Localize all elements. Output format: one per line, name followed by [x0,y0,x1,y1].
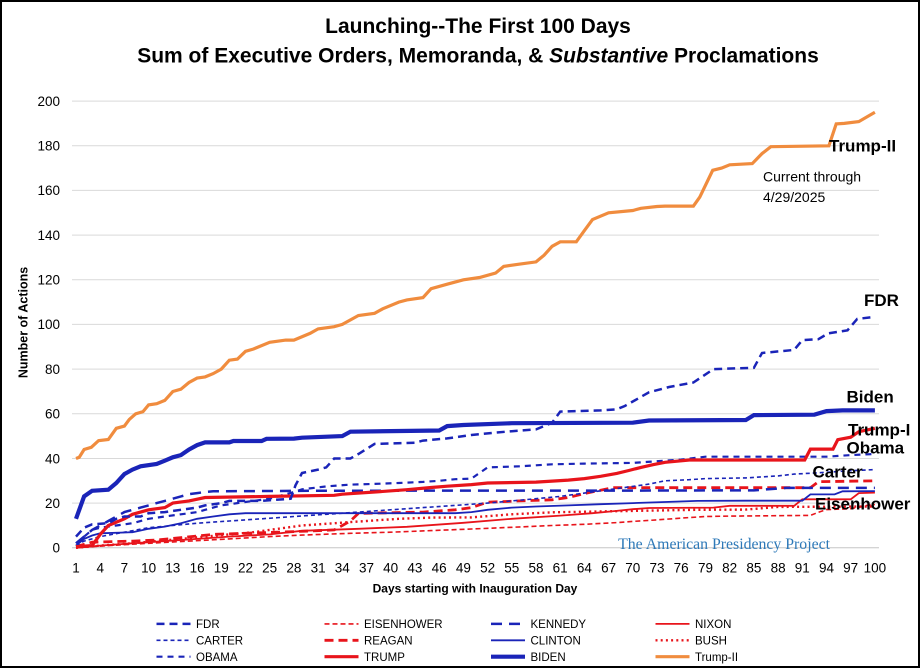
svg-text:82: 82 [722,561,737,576]
svg-text:Trump-II: Trump-II [695,652,738,664]
svg-text:22: 22 [238,561,253,576]
svg-text:73: 73 [649,561,664,576]
svg-text:Days starting with Inauguratio: Days starting with Inauguration Day [373,582,578,596]
svg-text:7: 7 [121,561,129,576]
svg-text:70: 70 [625,561,640,576]
svg-text:FDR: FDR [196,619,220,631]
svg-text:160: 160 [37,183,60,198]
svg-text:180: 180 [37,139,60,154]
svg-text:60: 60 [45,407,60,422]
svg-text:1: 1 [72,561,80,576]
svg-text:The American Presidency Projec: The American Presidency Project [618,536,830,553]
svg-text:76: 76 [674,561,689,576]
svg-text:13: 13 [165,561,180,576]
svg-text:Current through: Current through [763,169,861,185]
svg-text:KENNEDY: KENNEDY [531,619,587,631]
svg-text:28: 28 [286,561,301,576]
svg-text:67: 67 [601,561,616,576]
svg-text:19: 19 [214,561,229,576]
svg-text:Obama: Obama [847,439,905,458]
svg-text:49: 49 [456,561,471,576]
svg-text:CLINTON: CLINTON [531,636,581,648]
svg-text:BUSH: BUSH [695,636,727,648]
svg-text:Number of Actions: Number of Actions [17,267,31,378]
svg-text:43: 43 [407,561,422,576]
svg-text:52: 52 [480,561,495,576]
svg-text:25: 25 [262,561,277,576]
svg-text:40: 40 [45,451,60,466]
svg-text:Launching--The First 100 Days: Launching--The First 100 Days [325,15,631,38]
svg-text:37: 37 [359,561,374,576]
svg-text:Biden: Biden [847,388,894,407]
svg-text:EISENHOWER: EISENHOWER [364,619,443,631]
svg-text:58: 58 [528,561,543,576]
svg-text:CARTER: CARTER [196,636,243,648]
svg-text:10: 10 [141,561,156,576]
svg-text:100: 100 [37,317,60,332]
svg-text:Sum of Executive Orders, Memor: Sum of Executive Orders, Memoranda, & Su… [137,45,819,68]
svg-text:46: 46 [432,561,447,576]
svg-text:64: 64 [577,561,593,576]
svg-text:40: 40 [383,561,398,576]
svg-text:61: 61 [553,561,568,576]
svg-text:BIDEN: BIDEN [531,652,566,664]
svg-text:20: 20 [45,496,60,511]
svg-text:TRUMP: TRUMP [364,652,405,664]
svg-text:94: 94 [819,561,835,576]
svg-text:100: 100 [864,561,887,576]
svg-text:Trump-II: Trump-II [829,137,896,156]
svg-text:91: 91 [795,561,810,576]
svg-text:16: 16 [190,561,205,576]
svg-text:200: 200 [37,94,60,109]
svg-text:85: 85 [746,561,761,576]
svg-text:OBAMA: OBAMA [196,652,238,664]
svg-text:NIXON: NIXON [695,619,731,631]
svg-text:97: 97 [843,561,858,576]
svg-text:REAGAN: REAGAN [364,636,413,648]
svg-text:Eisenhower: Eisenhower [815,495,911,514]
svg-text:80: 80 [45,362,60,377]
svg-text:4/29/2025: 4/29/2025 [763,189,825,205]
svg-text:34: 34 [335,561,351,576]
svg-text:120: 120 [37,273,60,288]
svg-text:Carter: Carter [813,463,863,482]
svg-text:4: 4 [96,561,104,576]
svg-text:55: 55 [504,561,519,576]
svg-text:FDR: FDR [864,291,899,310]
svg-text:88: 88 [771,561,786,576]
svg-text:Trump-I: Trump-I [848,421,910,440]
svg-text:140: 140 [37,228,60,243]
svg-text:79: 79 [698,561,713,576]
svg-text:0: 0 [52,541,60,556]
svg-text:31: 31 [311,561,326,576]
